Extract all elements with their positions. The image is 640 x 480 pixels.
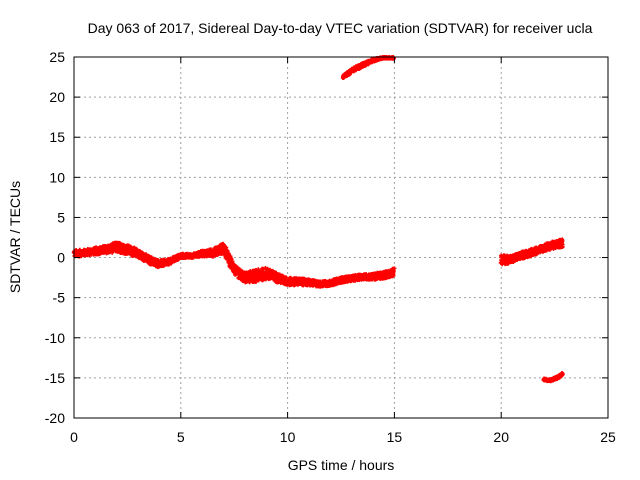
y-tick-label: 20 (49, 89, 65, 105)
x-tick-label: 20 (493, 429, 509, 445)
x-tick-label: 25 (600, 429, 616, 445)
data-point (560, 244, 565, 249)
y-tick-label: 5 (57, 209, 65, 225)
x-tick-label: 15 (387, 429, 403, 445)
data-point (560, 371, 565, 376)
tick-layer: 0 5 10 15 20 25 -20 -15 -10 -5 0 5 10 15 20 25 (45, 49, 616, 445)
series-segment-4 (541, 371, 565, 384)
y-axis-label: SDTVAR / TECUs (7, 181, 23, 293)
y-tick-label: -5 (53, 290, 66, 306)
data-layer (71, 55, 565, 384)
series-segment-1 (71, 240, 397, 289)
data-point (391, 270, 396, 275)
series-segment-2 (340, 55, 397, 81)
y-tick-label: -10 (45, 330, 65, 346)
data-point (560, 239, 565, 244)
y-tick-label: -20 (45, 410, 65, 426)
data-point (130, 253, 135, 258)
chart-title: Day 063 of 2017, Sidereal Day-to-day VTE… (88, 20, 593, 36)
x-tick-label: 0 (70, 429, 78, 445)
y-tick-label: 25 (49, 49, 65, 65)
x-tick-label: 10 (280, 429, 296, 445)
y-tick-label: 15 (49, 129, 65, 145)
y-tick-label: -15 (45, 370, 65, 386)
y-tick-label: 10 (49, 169, 65, 185)
y-tick-label: 0 (57, 250, 65, 266)
x-tick-label: 5 (177, 429, 185, 445)
plot-frame (73, 56, 609, 419)
x-axis-label: GPS time / hours (288, 457, 395, 473)
series-segment-3 (498, 237, 565, 267)
